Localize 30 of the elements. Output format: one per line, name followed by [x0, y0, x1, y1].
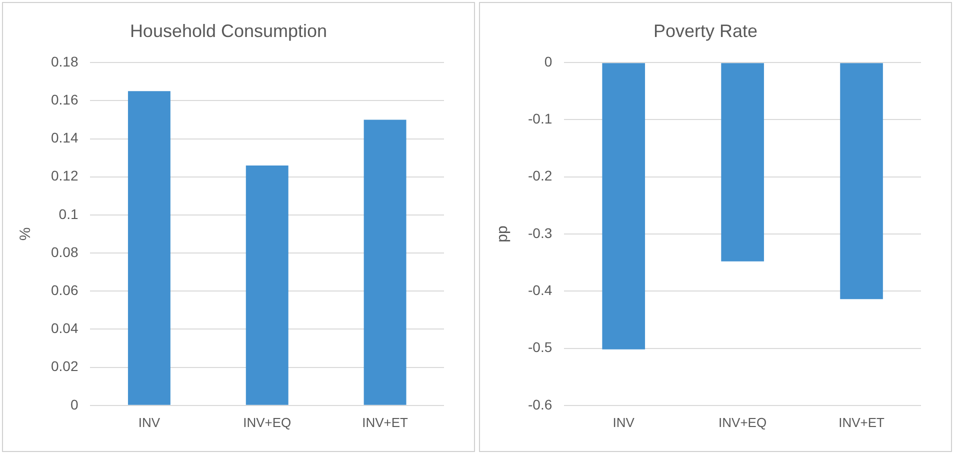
y-tick-label: 0.18	[51, 53, 78, 70]
y-tick-label: 0.14	[51, 130, 78, 146]
bar	[246, 165, 288, 405]
chart-title: Poverty Rate	[653, 20, 758, 41]
y-axis-title: %	[17, 227, 34, 241]
x-tick-label: INV+EQ	[243, 414, 292, 430]
y-tick-label: 0.12	[51, 168, 78, 184]
bar	[364, 120, 406, 405]
y-axis-title: pp	[494, 226, 512, 242]
x-tick-label: INV+ET	[362, 414, 408, 430]
y-tick-label: -0.6	[528, 396, 552, 412]
y-tick-label: 0.02	[51, 358, 78, 374]
y-tick-label: -0.3	[528, 224, 552, 241]
y-tick-label: -0.1	[528, 110, 552, 127]
y-tick-label: 0.04	[51, 320, 78, 336]
y-tick-label: 0.16	[51, 92, 78, 108]
y-tick-label: -0.5	[528, 339, 552, 356]
y-tick-label: 0	[544, 53, 552, 70]
y-tick-label: 0	[70, 396, 78, 412]
y-tick-label: 0.1	[58, 206, 78, 222]
x-tick-label: INV+ET	[838, 414, 885, 430]
x-tick-label: INV+EQ	[718, 414, 767, 430]
y-tick-label: 0.06	[51, 282, 78, 298]
y-tick-label: 0.08	[51, 244, 78, 260]
y-tick-label: -0.2	[528, 168, 552, 184]
bar	[128, 91, 170, 405]
chart-title: Household Consumption	[130, 20, 328, 41]
x-tick-label: INV	[138, 414, 160, 430]
x-tick-label: INV	[612, 414, 635, 430]
y-tick-label: -0.4	[528, 282, 552, 298]
